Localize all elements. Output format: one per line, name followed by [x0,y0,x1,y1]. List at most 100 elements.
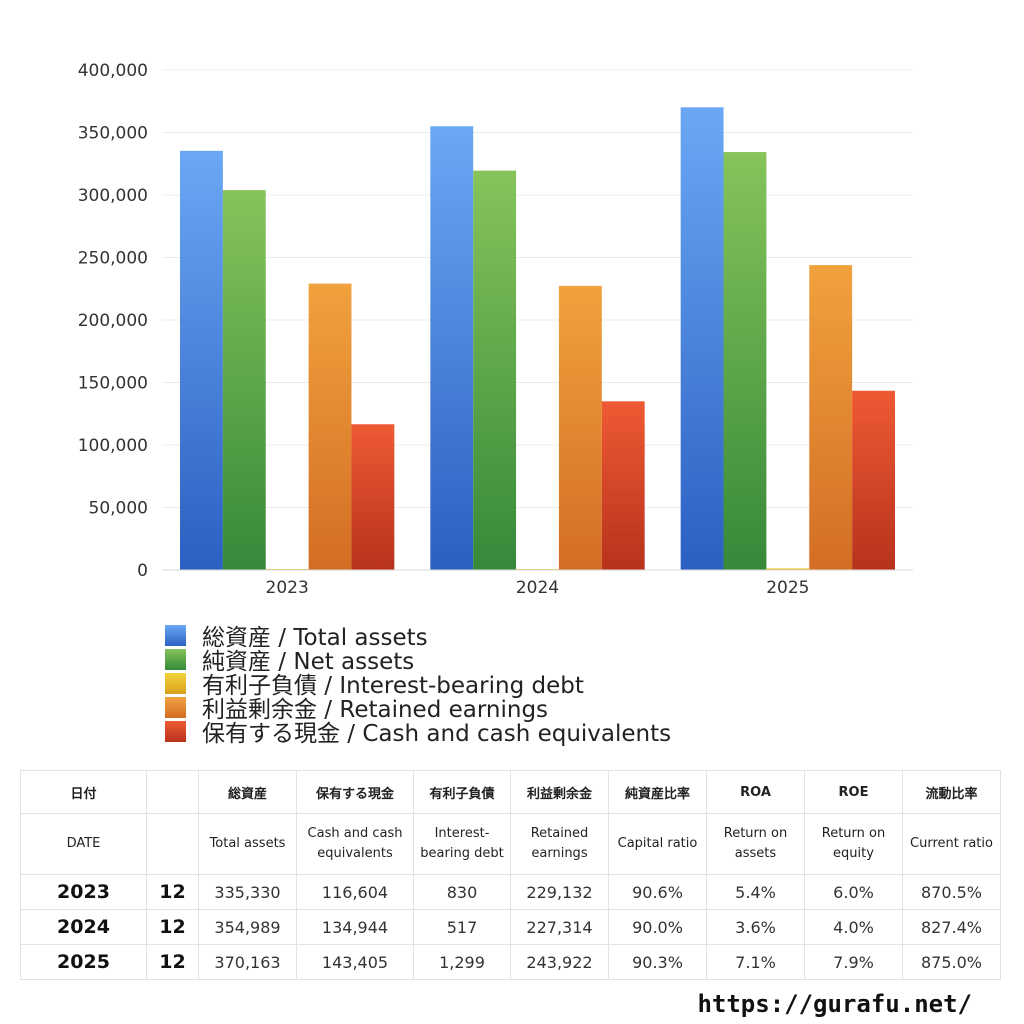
legend-item-total-assets: 総資産 / Total assets [165,623,671,651]
table-header-en: DATE Total assets Cash and cash equivalent… [20,813,1001,875]
bar-0-0 [180,150,223,570]
table-row: 2025 12 370,163 143,405 1,299 243,922 90.3% 7.1… [20,944,1001,980]
header-cell [146,770,199,814]
legend-item-retained-earnings: 利益剰余金 / Retained earnings [165,695,671,723]
legend-swatch [165,696,186,718]
bar-2-4 [852,390,895,570]
header-cell: Total assets [198,813,297,875]
y-tick-label: 0 [137,561,148,581]
table-cell: 3.6% [706,909,805,945]
legend-item-net-assets: 純資産 / Net assets [165,647,671,675]
header-cell [146,813,199,875]
legend-label: 純資産 / Net assets [202,649,415,675]
x-axis: 2023 2024 2025 [162,569,913,598]
table-cell: 90.0% [608,909,707,945]
y-axis: 0 50,000 100,000 150,000 200,000 250,000 300,0… [78,61,148,581]
x-tick-label: 2024 [516,578,559,598]
header-cell: ROA [706,770,805,814]
legend-label: 利益剰余金 / Retained earnings [202,697,549,723]
table-cell: 335,330 [198,874,297,910]
header-cell: 日付 [20,770,147,814]
table-cell: 134,944 [296,909,414,945]
legend-swatch [165,720,186,742]
legend-label: 有利子負債 / Interest-bearing debt [202,673,584,699]
y-tick-label: 250,000 [78,249,148,269]
header-cell: Return on equity [804,813,903,875]
y-tick-label: 350,000 [78,124,148,144]
legend-swatch [165,672,186,694]
header-cell: 総資産 [198,770,297,814]
y-tick-label: 50,000 [89,499,148,519]
x-tick-label: 2025 [766,578,809,598]
legend-label: 総資産 / Total assets [202,625,428,651]
table-cell: 90.6% [608,874,707,910]
table-cell: 12 [146,909,199,945]
table-cell: 6.0% [804,874,903,910]
table-cell: 229,132 [510,874,609,910]
legend-swatch [165,624,186,646]
bar-2-0 [680,107,724,570]
table-cell: 354,989 [198,909,297,945]
table-cell: 1,299 [413,944,511,980]
y-tick-label: 150,000 [78,374,148,394]
table-header-jp: 日付 総資産 保有する現金 有利子負債 利益剰余金 純資産比率 ROA ROE 流動比率 [20,770,1001,814]
bar-0-3 [308,283,352,570]
table-cell: 827.4% [902,909,1001,945]
chart-legend: 総資産 / Total assets 純資産 / Net assets 有利子負… [165,623,671,747]
bar-1-0 [430,126,474,571]
source-credit: https://gurafu.net/ [697,990,972,1018]
y-tick-label: 200,000 [78,311,148,331]
header-cell: ROE [804,770,903,814]
table-row: 2023 12 335,330 116,604 830 229,132 90.6% 5.4% 6… [20,874,1001,910]
bar-1-4 [601,401,645,570]
table-cell: 116,604 [296,874,414,910]
header-cell: 純資産比率 [608,770,707,814]
table-cell: 12 [146,944,199,980]
financial-summary-table: 日付 総資産 保有する現金 有利子負債 利益剰余金 純資産比率 ROA ROE 流動比率 DATE… [20,770,1001,980]
header-cell: 有利子負債 [413,770,511,814]
bar-2-3 [809,265,853,570]
table-cell: 7.1% [706,944,805,980]
bar-1-3 [558,285,602,570]
bar-2-2 [766,568,810,570]
header-cell: 保有する現金 [296,770,414,814]
legend-swatch [165,648,186,670]
legend-item-cash: 保有する現金 / Cash and cash equivalents [165,719,671,747]
table-cell: 227,314 [510,909,609,945]
chart-bars [180,107,895,571]
bar-2-1 [723,152,767,570]
y-tick-label: 400,000 [78,61,148,81]
table-cell: 90.3% [608,944,707,980]
header-cell: 流動比率 [902,770,1001,814]
header-cell: DATE [20,813,147,875]
table-cell: 12 [146,874,199,910]
table-cell: 4.0% [804,909,903,945]
table-cell: 870.5% [902,874,1001,910]
bar-0-1 [222,190,266,570]
chart-grid [162,69,913,571]
header-cell: 利益剰余金 [510,770,609,814]
header-cell: Current ratio [902,813,1001,875]
table-cell: 830 [413,874,511,910]
header-cell: Retained earnings [510,813,609,875]
legend-item-interest-bearing-debt: 有利子負債 / Interest-bearing debt [165,671,671,699]
bar-0-2 [265,568,309,570]
header-cell: Capital ratio [608,813,707,875]
x-tick-label: 2023 [266,578,309,598]
y-tick-label: 300,000 [78,186,148,206]
table-cell: 243,922 [510,944,609,980]
header-cell: Interest-bearing debt [413,813,511,875]
y-tick-label: 100,000 [78,436,148,456]
table-cell: 875.0% [902,944,1001,980]
table-cell: 517 [413,909,511,945]
table-cell: 2025 [20,944,147,980]
header-cell: Return on assets [706,813,805,875]
table-cell: 5.4% [706,874,805,910]
table-cell: 370,163 [198,944,297,980]
legend-label: 保有する現金 / Cash and cash equivalents [202,721,672,747]
table-cell: 7.9% [804,944,903,980]
table-cell: 2024 [20,909,147,945]
bar-0-4 [351,424,395,570]
bar-chart: 0 50,000 100,000 150,000 200,000 250,000 300,0… [78,61,913,598]
table-cell: 2023 [20,874,147,910]
